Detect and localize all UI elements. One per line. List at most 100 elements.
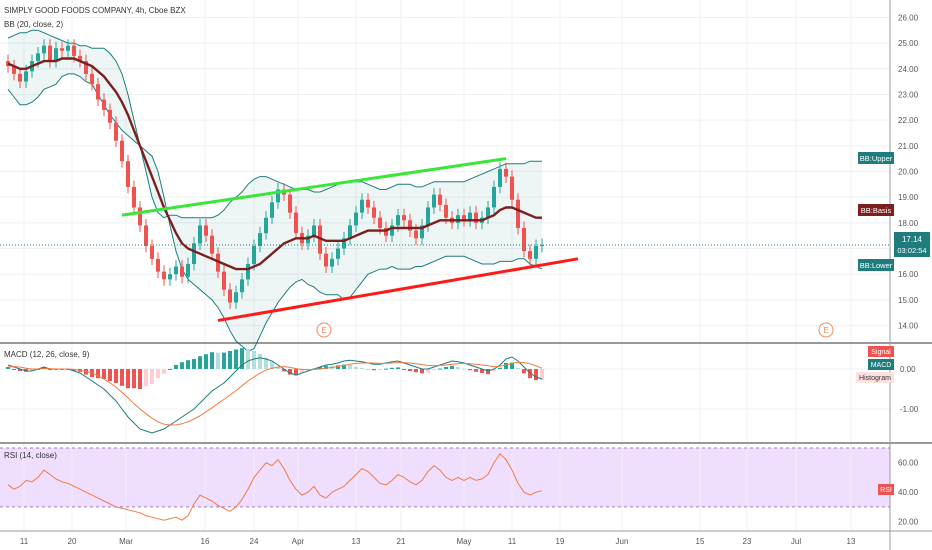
macd-histogram-bar bbox=[270, 361, 274, 369]
time-tick-label: Apr bbox=[292, 537, 305, 546]
rsi-band bbox=[0, 447, 890, 507]
candle bbox=[162, 265, 166, 286]
bb-lower-badge: BB:Lower bbox=[858, 259, 894, 271]
price-tick-label: 23.00 bbox=[898, 90, 919, 99]
candle bbox=[264, 211, 268, 240]
symbol-title[interactable]: SIMPLY GOOD FOODS COMPANY, 4h, Cboe BZX bbox=[4, 6, 186, 15]
macd-histogram-bar bbox=[384, 368, 388, 370]
macd-histogram-bar bbox=[420, 369, 424, 374]
candle bbox=[384, 221, 388, 243]
bollinger-fill bbox=[8, 30, 542, 352]
candle bbox=[420, 219, 424, 245]
candle bbox=[198, 219, 202, 250]
macd-histogram-bar bbox=[498, 367, 502, 369]
macd-histogram-bar bbox=[138, 369, 142, 389]
macd-histogram-bar bbox=[354, 366, 358, 369]
macd-axis[interactable]: 0.00 -1.00 bbox=[900, 365, 919, 414]
rsi-legend[interactable]: RSI (14, close) bbox=[4, 451, 57, 460]
candle bbox=[540, 238, 544, 253]
macd-histogram-bar bbox=[360, 367, 364, 369]
earnings-marker[interactable]: E bbox=[818, 322, 834, 338]
candle bbox=[204, 219, 208, 243]
svg-text:E: E bbox=[321, 326, 326, 335]
macd-histogram-bar bbox=[204, 354, 208, 369]
svg-text:BB:Upper: BB:Upper bbox=[860, 154, 893, 163]
candle bbox=[174, 260, 178, 281]
macd-histogram-bar bbox=[222, 352, 226, 369]
candle bbox=[42, 39, 46, 60]
candle bbox=[408, 213, 412, 237]
candle bbox=[78, 49, 82, 68]
macd-histogram-bar bbox=[486, 369, 490, 375]
histogram-badge: Histogram bbox=[856, 372, 894, 383]
price-tick-label: 24.00 bbox=[898, 65, 919, 74]
macd-histogram-bar bbox=[192, 359, 196, 369]
macd-histogram-bar bbox=[126, 369, 130, 389]
macd-line bbox=[7, 356, 543, 434]
price-badge: 17.14 03:02:54 bbox=[894, 232, 930, 257]
macd-histogram-bar bbox=[348, 365, 352, 369]
candle bbox=[132, 180, 136, 214]
macd-histogram-bar bbox=[246, 349, 250, 369]
candle bbox=[336, 242, 340, 266]
macd-histogram-bar bbox=[180, 362, 184, 369]
macd-histogram-bar bbox=[240, 348, 244, 369]
macd-histogram-bar bbox=[162, 369, 166, 374]
macd-histogram-bar bbox=[216, 352, 220, 369]
candle bbox=[192, 236, 196, 271]
time-tick-label: 11 bbox=[508, 537, 517, 546]
macd-histogram-bar bbox=[210, 352, 214, 369]
macd-histogram-bar bbox=[228, 351, 232, 369]
upper-trendline[interactable] bbox=[121, 157, 507, 217]
macd-histogram-bar bbox=[336, 365, 340, 369]
candle bbox=[528, 244, 532, 266]
candle bbox=[228, 283, 232, 309]
candle bbox=[438, 188, 442, 212]
candle bbox=[498, 162, 502, 194]
candle bbox=[144, 219, 148, 253]
macd-histogram-bar bbox=[264, 357, 268, 369]
rsi-tick-label: 20.00 bbox=[898, 518, 919, 527]
macd-tick-label: -1.00 bbox=[900, 405, 919, 414]
bollinger-basis-line bbox=[7, 57, 542, 271]
macd-histogram-bar bbox=[468, 369, 472, 371]
macd-histogram-bar bbox=[102, 369, 106, 379]
macd-histogram-bar bbox=[12, 369, 16, 370]
rsi-axis[interactable]: 60.00 40.00 20.00 bbox=[898, 459, 919, 527]
candle bbox=[180, 260, 184, 284]
candle bbox=[66, 39, 70, 58]
bb-basis-badge: BB:Basis bbox=[858, 204, 894, 216]
bb-legend[interactable]: BB (20, close, 2) bbox=[4, 20, 63, 29]
candle bbox=[348, 219, 352, 245]
time-tick-label: May bbox=[456, 537, 471, 546]
macd-histogram-bar bbox=[408, 369, 412, 371]
macd-histogram-bar bbox=[258, 353, 262, 369]
time-axis[interactable]: 11 20 Mar 16 24 Apr 13 21 May 11 19 Jun 15 23 Jul 13 bbox=[20, 537, 856, 546]
macd-legend[interactable]: MACD (12, 26, close, 9) bbox=[4, 350, 90, 359]
svg-text:BB:Basis: BB:Basis bbox=[861, 206, 892, 215]
time-tick-label: 16 bbox=[201, 537, 210, 546]
macd-histogram-bar bbox=[504, 363, 508, 369]
time-tick-label: 20 bbox=[68, 537, 77, 546]
candle bbox=[360, 193, 364, 220]
candle bbox=[54, 41, 58, 68]
price-tick-label: 22.00 bbox=[898, 116, 919, 125]
candle bbox=[90, 67, 94, 91]
candle bbox=[114, 116, 118, 148]
candle bbox=[468, 206, 472, 227]
macd-histogram-bar bbox=[234, 349, 238, 369]
macd-histogram-bar bbox=[444, 367, 448, 369]
macd-histogram-bar bbox=[96, 369, 100, 379]
macd-histogram-bar bbox=[462, 368, 466, 370]
candle bbox=[306, 229, 310, 250]
price-tick-label: 21.00 bbox=[898, 142, 919, 151]
candle bbox=[324, 247, 328, 273]
candle bbox=[330, 252, 334, 273]
lower-trendline[interactable] bbox=[217, 257, 579, 322]
macd-histogram-bar bbox=[156, 369, 160, 379]
candle bbox=[534, 239, 538, 266]
earnings-marker[interactable]: E bbox=[316, 322, 332, 338]
macd-histogram-bar bbox=[324, 365, 328, 369]
signal-line bbox=[7, 361, 543, 426]
